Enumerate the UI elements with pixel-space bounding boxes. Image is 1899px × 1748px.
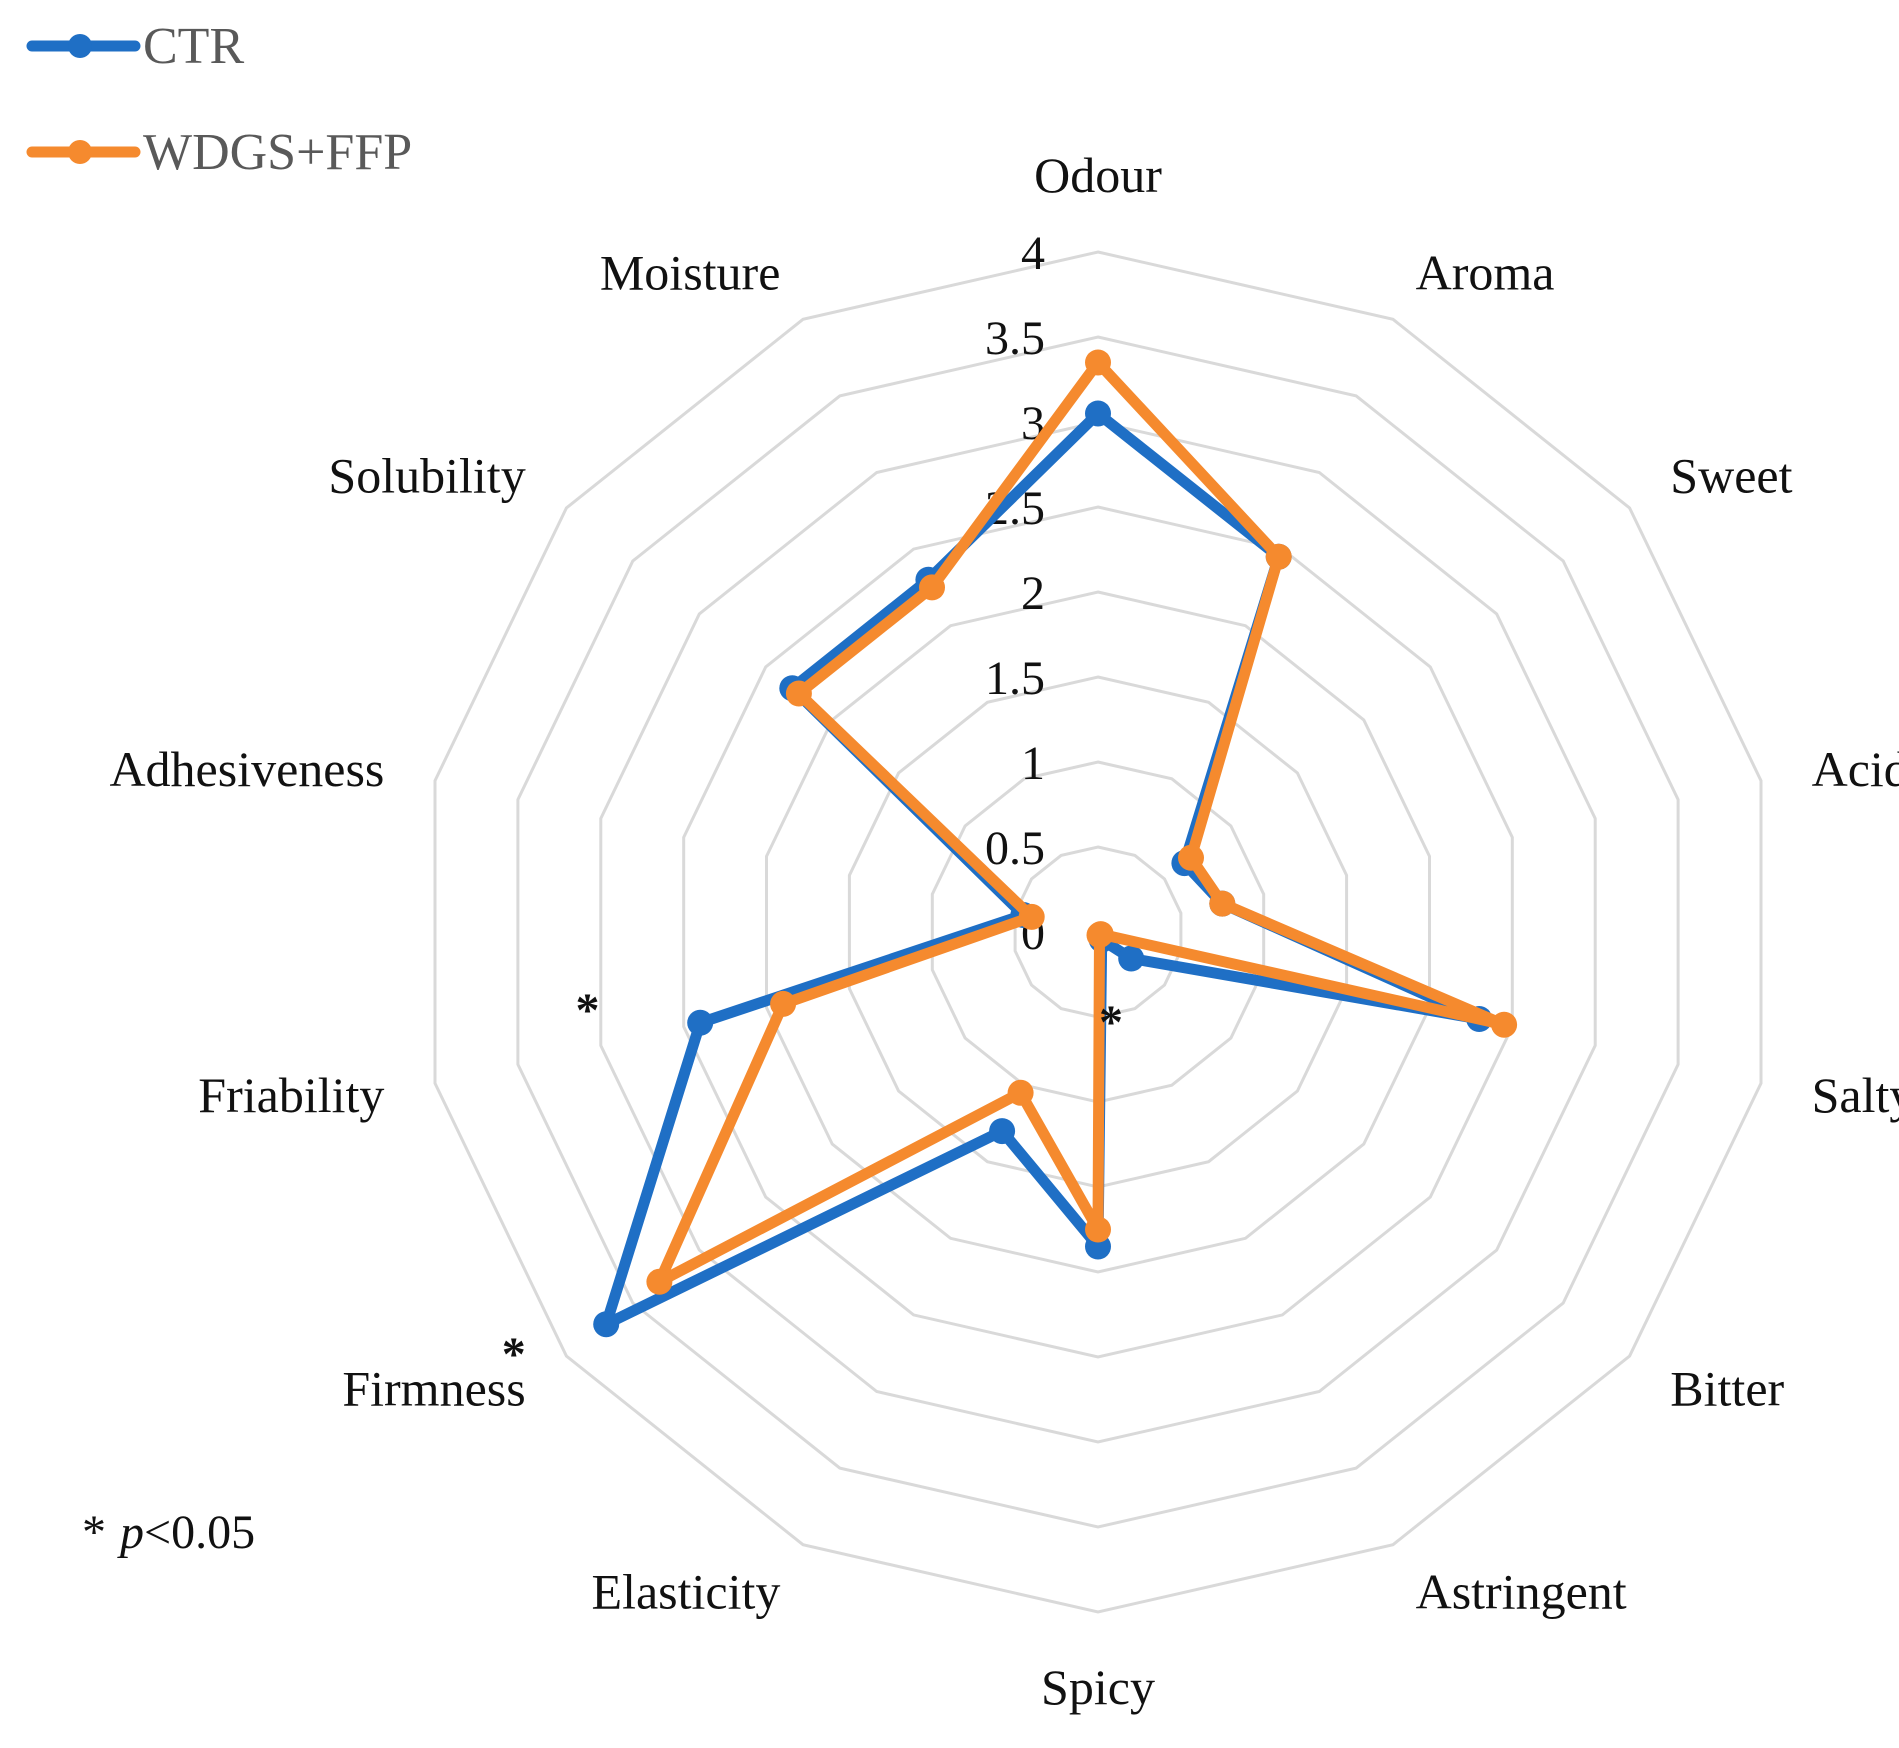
significance-marker: * [502, 1328, 526, 1381]
category-labels: Odour Aroma Sweet Acidity Salty Bitter Astring… [109, 147, 1899, 1715]
tick-label: 2 [1021, 567, 1045, 620]
radial-tick-labels: 00.511.522.533.54 [985, 227, 1045, 960]
grid-ring [599, 420, 1597, 1444]
data-point [1007, 1079, 1034, 1106]
category-label: Firmness [342, 1360, 525, 1416]
data-point [1085, 400, 1111, 427]
legend-marker-ctr [68, 34, 92, 58]
data-series [593, 349, 1518, 1338]
significance-markers: * * * [502, 984, 1123, 1381]
data-point [770, 990, 797, 1017]
data-point [1491, 1011, 1518, 1038]
legend-label-ctr: CTR [143, 18, 244, 75]
legend-label-wdgs-ffp: WDGS+FFP [143, 124, 412, 181]
legend: CTR WDGS+FFP [26, 18, 412, 181]
data-point [1018, 903, 1045, 930]
tick-label: 3.5 [985, 312, 1045, 365]
data-point [1209, 890, 1236, 917]
category-label: Friability [198, 1067, 384, 1123]
series-WDGS+FFP [646, 349, 1518, 1295]
legend-item-ctr: CTR [26, 18, 244, 75]
data-point [1085, 1216, 1111, 1243]
radar-grid [433, 250, 1763, 1614]
note-variable: p [117, 1506, 144, 1559]
category-label: Astringent [1416, 1564, 1627, 1620]
data-point [785, 680, 812, 707]
category-label: Bitter [1670, 1360, 1784, 1416]
note-condition: <0.05 [144, 1506, 255, 1559]
data-point [1178, 844, 1204, 871]
category-label: Moisture [600, 245, 781, 301]
category-label: Acidity [1812, 741, 1899, 797]
legend-item-wdgs-ffp: WDGS+FFP [26, 124, 412, 181]
grid-ring [516, 335, 1680, 1529]
note-symbol: * [82, 1506, 106, 1559]
category-label: Adhesiveness [109, 741, 384, 797]
significance-marker: * [576, 984, 600, 1037]
grid-ring [682, 505, 1514, 1359]
tick-label: 4 [1021, 227, 1045, 280]
significance-marker: * [1099, 996, 1123, 1049]
data-point [646, 1268, 673, 1295]
tick-label: 1 [1021, 737, 1045, 790]
data-point [1265, 543, 1292, 570]
category-label: Spicy [1041, 1659, 1155, 1715]
legend-marker-wdgs-ffp [68, 140, 92, 164]
data-point [919, 574, 945, 601]
category-label: Aroma [1416, 245, 1555, 301]
data-point [1118, 945, 1145, 972]
tick-label: 0.5 [985, 822, 1045, 875]
data-point [1086, 922, 1113, 949]
data-point [593, 1311, 620, 1338]
category-label: Elasticity [592, 1564, 781, 1620]
series-line [653, 357, 1510, 1288]
grid-ring [765, 590, 1431, 1274]
category-label: Solubility [328, 448, 525, 504]
category-label: Sweet [1670, 448, 1792, 504]
grid-ring [433, 250, 1763, 1614]
category-label: Odour [1034, 147, 1162, 203]
data-point [687, 1009, 714, 1036]
tick-label: 1.5 [985, 652, 1045, 705]
significance-note: * p<0.05 [82, 1506, 255, 1559]
category-label: Salty [1812, 1067, 1899, 1123]
data-point [1085, 349, 1111, 376]
data-point [989, 1118, 1016, 1145]
